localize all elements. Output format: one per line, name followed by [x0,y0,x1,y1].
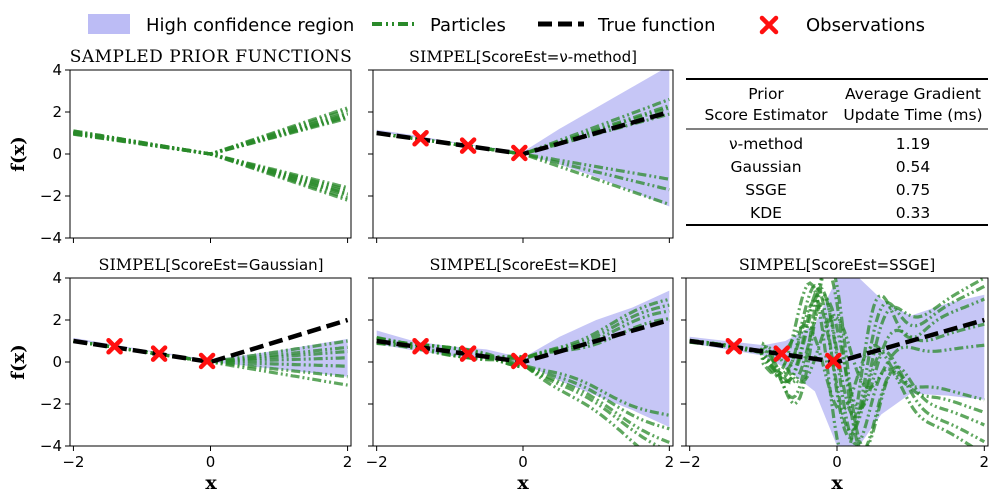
observation-marker [412,130,429,147]
particle-line [73,108,349,156]
particle-line [73,116,349,156]
observation-marker [511,352,528,370]
y-tick-label: 4 [52,61,62,79]
table-row-time: 0.54 [896,158,931,176]
y-tick-label: −2 [40,187,62,205]
particle-line [73,132,349,197]
y-tick-label: 4 [52,269,62,287]
ylabel-top: f(x) [8,136,29,172]
panel-simpel-kde: −2 0 2 [366,277,675,471]
x-tick-label: −2 [366,453,388,471]
particle-line [73,112,349,156]
legend-obs-label: Observations [806,15,925,36]
particle-line [73,130,349,196]
plot-area [73,106,349,202]
y-tick-label: 0 [52,145,62,163]
observation-marker [459,345,477,362]
legend-band-label: High confidence region [146,15,354,36]
table-row-time: 0.33 [896,204,931,222]
x-tick-label: −2 [62,453,84,471]
particle-line [73,129,349,200]
table-row-time: 0.75 [896,181,931,199]
x-tick-label: 0 [832,453,842,471]
xlabel-gauss: x [205,472,217,494]
xlabel-ssge: x [831,472,843,494]
table-row-time: 1.19 [896,135,931,153]
observation-marker [773,345,791,362]
legend-truth-label: True function [597,15,715,36]
x-tick-label: −2 [679,453,701,471]
particle-line [73,114,349,156]
y-tick-label: 2 [52,311,62,329]
x-tick-label: 2 [980,453,990,471]
observation-marker [825,352,842,370]
table-row-method: Gaussian [730,158,801,176]
ylabel-bottom: f(x) [8,344,29,380]
particle-line [73,131,349,190]
table-header-col2-line2: Update Time (ms) [843,106,982,124]
panel-simpel-nu-method [368,69,674,243]
observation-marker [106,338,123,355]
particle-line [73,115,349,156]
observation-marker [150,345,168,362]
y-tick-label: −4 [40,229,62,247]
table-row-method: ν-method [729,135,803,153]
title-nu: SIMPEL[ScoreEst=ν-method] [409,47,637,66]
title-prior: SAMPLED PRIOR FUNCTIONS [70,47,353,67]
table-body: ν-method 1.19 Gaussian 0.54 SSGE 0.75 KD… [729,135,930,222]
legend-band-swatch [88,14,130,34]
title-ssge: SIMPEL[ScoreEst=SSGE] [739,255,935,274]
particle-line [73,106,349,156]
x-tick-label: 0 [206,453,216,471]
x-tick-label: 2 [665,453,675,471]
table-header-col2-line1: Average Gradient [845,85,981,103]
particle-line [73,111,349,156]
particle-line [73,131,349,202]
table-row-method: KDE [750,204,782,222]
table-header-col1-line1: Prior [748,85,784,103]
panel-sampled-prior: −4 −2 0 2 4 [40,61,352,247]
legend-obs-marker [759,15,779,35]
xlabel-kde: x [517,472,529,494]
y-tick-label: −2 [40,395,62,413]
x-tick-label: 2 [343,453,353,471]
plot-area [73,317,349,387]
y-tick-label: 0 [52,353,62,371]
observation-marker [459,137,477,154]
observation-marker [412,338,429,355]
table-row-method: SSGE [745,181,786,199]
panel-simpel-ssge: −2 0 2 [679,277,990,471]
table-header-col1-line2: Score Estimator [704,106,828,124]
observation-marker [511,144,528,162]
x-tick-label: 0 [518,453,528,471]
legend-particles-label: Particles [430,15,506,36]
timing-table: Prior Score Estimator Average Gradient U… [686,78,988,226]
y-tick-label: −4 [40,437,62,455]
observation-marker [725,338,743,355]
title-gauss: SIMPEL[ScoreEst=Gaussian] [98,255,323,274]
plot-area [376,290,670,446]
title-kde: SIMPEL[ScoreEst=KDE] [429,255,616,274]
observation-marker [198,352,216,370]
confidence-band [73,337,348,377]
legend: High confidence region Particles True fu… [88,14,925,36]
y-tick-label: 2 [52,103,62,121]
